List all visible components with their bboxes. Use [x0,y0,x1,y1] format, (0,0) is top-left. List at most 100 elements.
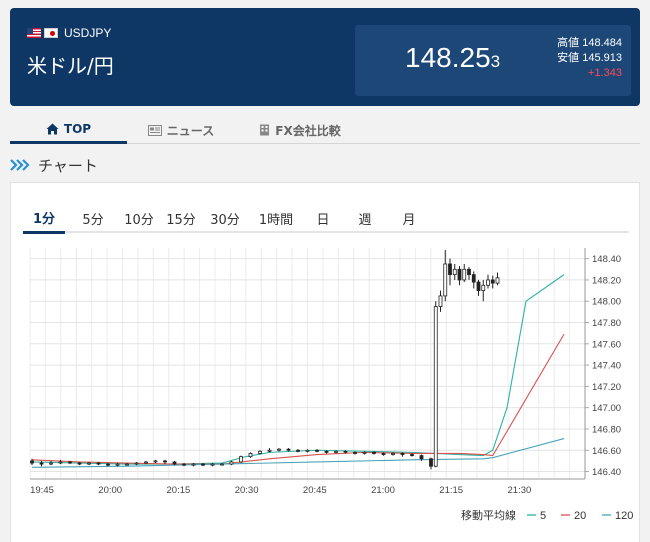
home-icon [46,123,59,134]
candle-body [96,462,101,465]
candle-body [229,461,234,465]
building-icon [260,124,270,136]
y-tick-label: 147.60 [592,339,621,350]
us-flag-icon [27,28,41,38]
candle-body [324,450,329,453]
tab-top[interactable]: TOP [10,116,127,144]
tab-news[interactable]: ニュース [136,116,226,144]
candle-body [471,274,476,283]
candle-body [144,461,148,464]
candle-body [372,451,376,454]
japan-flag-icon [44,28,58,38]
candle-body [163,460,167,463]
ma-line-120 [31,438,565,468]
candle-body [391,453,395,455]
pair-row: USDJPY [27,25,111,41]
period-5min[interactable]: 5分 [82,212,104,228]
tab-fx-compare[interactable]: FX会社比較 [250,116,350,144]
candle-body [457,268,462,281]
candle-body [343,450,348,453]
candle-body [267,449,272,452]
candle-body [452,268,457,276]
candle-body [30,460,34,464]
candle-body [258,450,262,454]
current-price: 148.253 [405,42,501,73]
candle-body [115,463,120,466]
price-chart[interactable]: 148.40 148.20 148.00 147.80 147.60 147.40 147.… [11,243,641,542]
candle-body [443,263,448,297]
period-month[interactable]: 月 [402,212,416,228]
chart-card: 1分 5分 10分 15分 30分 1時間 日 週 月 148.40 148.20… [10,182,640,542]
candle-body [448,263,452,276]
legend-label: 120 [615,510,633,522]
price-change: +1.343 [588,67,622,79]
candle-body [495,277,500,284]
candle-body [296,449,300,452]
x-tick-label: 21:30 [508,485,532,496]
candle-body [239,456,243,463]
candle-body [429,458,433,467]
candle-body [362,451,367,454]
candle-body [58,461,63,464]
legend-label: 5 [540,510,546,522]
pair-name: 米ドル/円 [27,54,114,78]
low-row: 安値 145.913 [557,52,622,64]
period-1hour[interactable]: 1時間 [258,212,294,228]
candle-body [39,462,44,465]
pair-code: USDJPY [64,26,112,40]
candle-body [467,268,471,276]
candle-body [125,463,129,466]
y-tick-label: 148.40 [592,254,621,265]
y-tick-label: 147.40 [592,361,621,372]
candle-body [210,463,215,466]
candle-body [286,448,291,451]
candle-body [381,453,386,455]
y-tick-label: 148.00 [592,297,621,308]
candle-body [486,279,490,286]
candle-body [433,306,438,467]
candle-body [248,453,253,458]
candle-body [68,461,72,464]
candle-body [49,462,53,465]
period-15min[interactable]: 15分 [166,212,196,228]
x-tick-label: 20:30 [235,485,259,496]
candle-body [490,279,495,284]
legend-label: 20 [574,510,586,522]
candle-body [191,463,196,466]
double-chevron-right-icon [10,159,30,171]
y-tick-label: 147.80 [592,318,621,329]
candle-body [476,281,481,291]
candle-body [77,462,82,465]
candle-body [353,451,357,454]
candle-body [305,449,310,452]
candle-body [172,461,177,465]
period-10min[interactable]: 10分 [124,212,154,228]
x-tick-label: 20:45 [303,485,327,496]
candle-body [334,450,338,453]
ma-line-20 [31,333,565,465]
candle-body [106,463,110,466]
y-tick-label: 146.40 [592,467,621,478]
candle-body [220,463,224,466]
candle-body [277,448,281,451]
legend-title: 移動平均線 [461,508,516,522]
period-tabs: 1分 5分 10分 15分 30分 1時間 日 週 月 [23,203,629,234]
ma-line-5 [31,274,565,465]
main-tabs: TOP ニュース FX会社比較 [10,116,640,144]
period-1min[interactable]: 1分 [23,203,65,234]
x-tick-label: 21:00 [371,485,395,496]
x-tick-label: 20:00 [98,485,122,496]
x-tick-label: 21:15 [439,485,463,496]
section-title: チャート [38,156,98,175]
candle-body [182,463,186,466]
y-tick-label: 147.00 [592,403,621,414]
x-tick-label: 20:15 [167,485,191,496]
candle-body [134,462,139,465]
candle-body [438,295,443,307]
period-week[interactable]: 週 [358,212,372,228]
candle-body [419,455,424,460]
candle-body [462,268,467,281]
period-day[interactable]: 日 [316,212,330,228]
candle-body [410,454,414,456]
period-30min[interactable]: 30分 [210,212,240,228]
